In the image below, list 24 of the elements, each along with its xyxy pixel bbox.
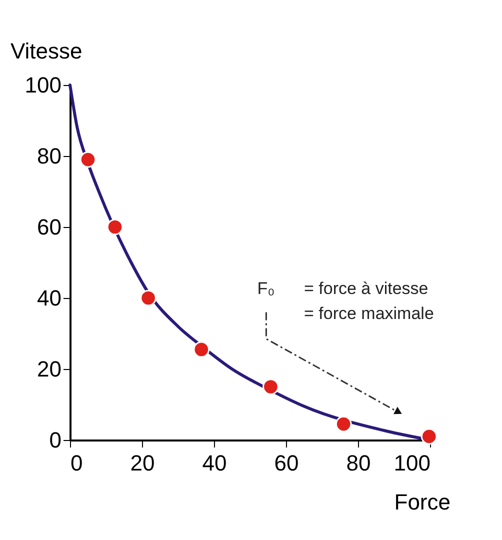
y-tick-label: 0 (49, 428, 62, 452)
x-tick-label: 100 (394, 450, 430, 476)
annotation: F₀ (257, 279, 275, 298)
point (262, 378, 279, 395)
point (80, 151, 96, 168)
point (140, 290, 156, 306)
x-tick-label: 40 (202, 450, 227, 476)
x-axis-title: Force (394, 490, 450, 514)
y-tick-label: 20 (37, 356, 62, 382)
point (193, 341, 210, 358)
annotation: = force à vitesse (304, 279, 428, 298)
y-tick-label: 40 (37, 286, 62, 310)
y-tick-label: 80 (37, 144, 62, 168)
annotation: = force maximale (304, 304, 434, 323)
point (335, 416, 352, 432)
x-tick-label: 60 (274, 450, 299, 476)
x-tick-label: 80 (346, 450, 371, 476)
point (420, 428, 438, 445)
y-axis-title: Vitesse (10, 38, 82, 64)
y-tick-label: 100 (24, 72, 62, 98)
x-tick-label: 0 (70, 450, 83, 476)
point (106, 218, 124, 236)
y-tick-label: 60 (37, 214, 62, 240)
x-tick-label: 20 (130, 450, 155, 476)
